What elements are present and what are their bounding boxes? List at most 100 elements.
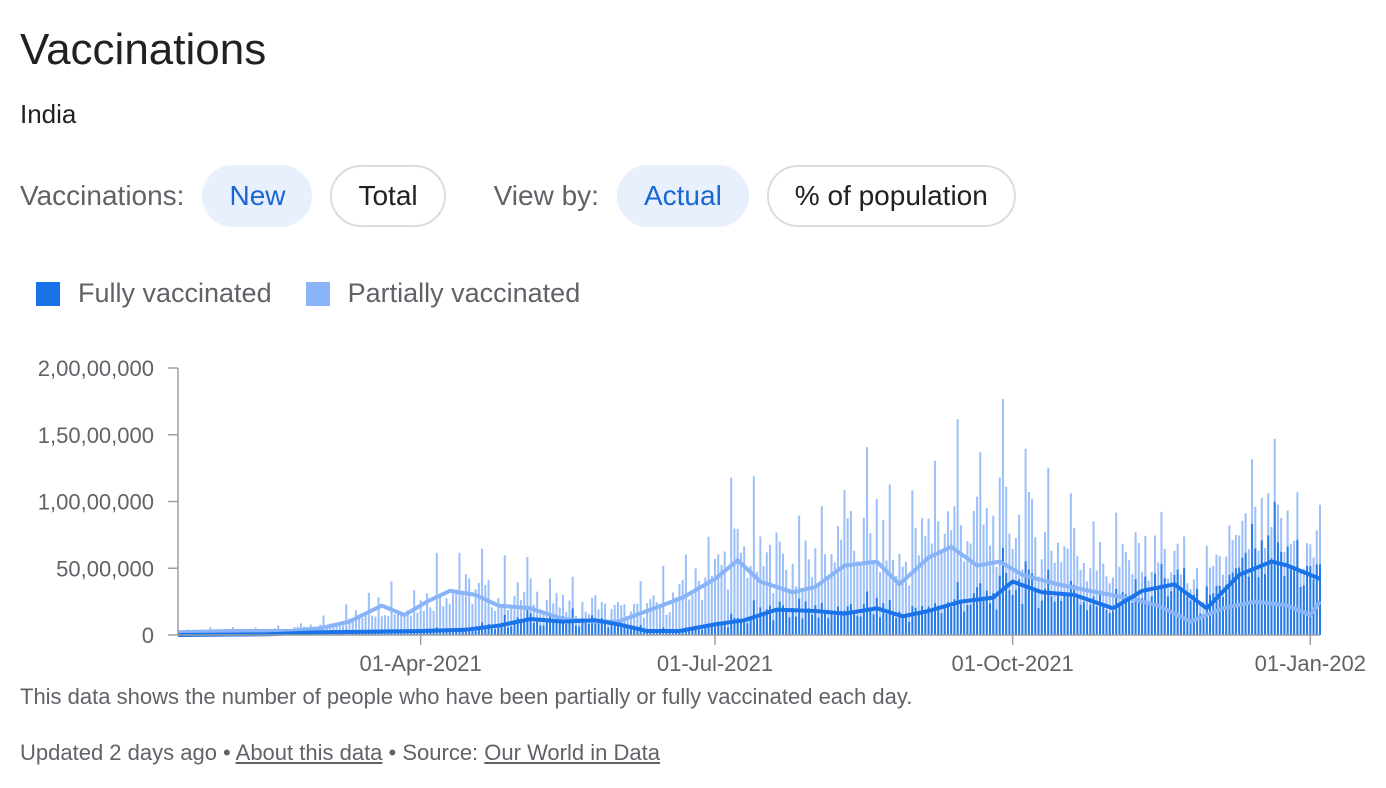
bar-fully <box>989 603 992 635</box>
bar-partially <box>982 524 985 635</box>
bar-partially <box>471 603 474 635</box>
bar-partially <box>681 579 684 635</box>
about-data-link[interactable]: About this data <box>235 740 383 765</box>
bar-fully <box>477 626 480 635</box>
bar-fully <box>1014 589 1017 635</box>
bar-fully <box>1147 602 1150 635</box>
bar-fully <box>804 601 807 635</box>
bar-fully <box>992 593 995 635</box>
bar-fully <box>374 632 377 635</box>
bar-partially <box>409 615 412 635</box>
bar-fully <box>1225 584 1228 635</box>
bar-partially <box>354 610 357 635</box>
bar-partially <box>497 598 500 635</box>
bar-partially <box>393 614 396 635</box>
bar-partially <box>739 552 742 635</box>
bar-fully <box>1257 577 1260 635</box>
total-chip[interactable]: Total <box>330 165 446 227</box>
bar-fully <box>1089 604 1092 635</box>
bar-fully <box>924 610 927 635</box>
bar-fully <box>817 617 820 635</box>
bar-fully <box>1121 592 1124 635</box>
bar-fully <box>985 590 988 635</box>
bar-fully <box>387 632 390 635</box>
vaccinations-label: Vaccinations: <box>20 180 185 211</box>
bar-fully <box>898 611 901 635</box>
bar-fully <box>811 614 814 635</box>
bar-fully <box>859 616 862 635</box>
bar-fully <box>756 618 759 635</box>
bar-partially <box>1099 541 1102 635</box>
bar-partially <box>746 577 749 635</box>
bar-fully <box>1273 501 1276 635</box>
bar-fully <box>442 631 445 635</box>
bar-fully <box>1296 539 1299 635</box>
bar-partially <box>432 610 435 635</box>
bar-fully <box>794 616 797 635</box>
bar-fully <box>455 630 458 635</box>
bar-partially <box>1118 566 1121 635</box>
legend-swatch-partially <box>305 281 330 306</box>
bar-partially <box>616 601 619 635</box>
bar-partially <box>1124 551 1127 635</box>
bar-partially <box>814 548 817 635</box>
bar-partially <box>403 614 406 635</box>
bar-fully <box>953 599 956 635</box>
bar-fully <box>1160 564 1163 635</box>
bar-fully <box>901 616 904 635</box>
bar-partially <box>992 515 995 635</box>
bar-partially <box>1063 546 1066 635</box>
bar-fully <box>1244 552 1247 635</box>
bar-fully <box>956 582 959 635</box>
footer: Updated 2 days ago • About this data • S… <box>20 740 660 766</box>
bar-partially <box>646 603 649 635</box>
x-tick-label: 01-Oct-2021 <box>952 651 1074 676</box>
bar-fully <box>1309 566 1312 635</box>
bar-partially <box>862 517 865 635</box>
legend-partially: Partially vaccinated <box>305 278 580 309</box>
bar-partially <box>791 563 794 635</box>
source-link[interactable]: Our World in Data <box>484 740 660 765</box>
bar-fully <box>820 603 823 635</box>
trend-lines-layer <box>177 544 1322 637</box>
bar-partially <box>629 611 632 635</box>
bar-partially <box>730 477 733 635</box>
bar-fully <box>1118 603 1121 635</box>
bar-fully <box>1183 568 1186 635</box>
line-partially-vaccinated <box>177 544 1322 635</box>
bar-fully <box>568 618 571 635</box>
bar-partially <box>1034 536 1037 635</box>
bar-partially <box>400 614 403 635</box>
y-tick-label: 1,00,00,000 <box>38 490 154 515</box>
bar-partially <box>701 599 704 635</box>
bar-fully <box>1306 566 1309 635</box>
actual-chip[interactable]: Actual <box>616 165 749 227</box>
bar-partially <box>836 526 839 635</box>
bar-partially <box>710 575 713 635</box>
bar-fully <box>872 614 875 635</box>
bar-partially <box>536 591 539 635</box>
bar-partially <box>358 614 361 635</box>
bar-partially <box>671 592 674 635</box>
bar-fully <box>1186 596 1189 635</box>
bar-fully <box>1018 579 1021 635</box>
bar-fully <box>1293 566 1296 635</box>
bar-partially <box>972 510 975 635</box>
bar-fully <box>526 609 529 635</box>
bar-fully <box>998 575 1001 635</box>
percent-population-chip[interactable]: % of population <box>766 165 1016 227</box>
bar-partially <box>807 559 810 635</box>
bar-fully <box>710 625 713 635</box>
bar-fully <box>1050 596 1053 635</box>
bar-fully <box>1040 600 1043 635</box>
new-chip[interactable]: New <box>202 165 313 227</box>
bar-fully <box>1034 590 1037 635</box>
bar-partially <box>830 554 833 635</box>
bar-partially <box>726 589 729 635</box>
bar-partially <box>840 539 843 635</box>
bar-partially <box>445 598 448 635</box>
bar-partially <box>549 578 552 635</box>
bar-fully <box>730 613 733 635</box>
bar-fully <box>432 632 435 635</box>
bar-fully <box>642 631 645 635</box>
